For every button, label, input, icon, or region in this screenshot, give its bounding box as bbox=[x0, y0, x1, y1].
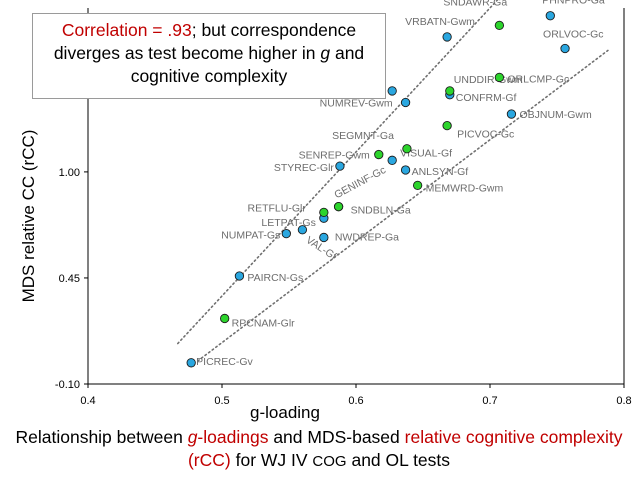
data-point-picrec-gv bbox=[186, 358, 196, 368]
caption-g: g bbox=[187, 427, 198, 447]
trend-line bbox=[176, 0, 499, 345]
data-point-numpat-gs bbox=[281, 228, 291, 239]
point-label: PHNPRO-Ga bbox=[542, 0, 605, 7]
point-label: RPCNAM-Glr bbox=[232, 317, 295, 329]
y-tick-label: 1.00 bbox=[59, 167, 80, 179]
callout-text-1: ; but correspondence diverges as test be… bbox=[53, 20, 357, 63]
data-point-sndbln-ga bbox=[333, 201, 344, 212]
point-label: PICREC-Gv bbox=[196, 356, 253, 368]
caption-text-4: and OL tests bbox=[346, 450, 451, 470]
point-label: NWDREP-Ga bbox=[335, 231, 399, 243]
x-tick-label: 0.5 bbox=[214, 395, 229, 407]
point-label: STYREC-Glr bbox=[274, 162, 335, 174]
data-point-phnpro-ga bbox=[545, 11, 555, 21]
x-tick-label: 0.4 bbox=[80, 395, 95, 407]
caption-text-1: Relationship between bbox=[15, 427, 188, 447]
x-tick-label: 0.7 bbox=[482, 395, 497, 407]
point-label: UNDDIR-Gwm bbox=[454, 74, 523, 86]
point-label: SENREP-Gwm bbox=[299, 150, 370, 162]
data-point-objnum-gwm bbox=[506, 109, 517, 119]
data-point-retflu-glr bbox=[319, 207, 329, 218]
data-point-segmnt-ga bbox=[402, 144, 412, 154]
point-label: SNDAWR-Ga bbox=[443, 0, 507, 8]
point-label: NUMPAT-Gs bbox=[221, 230, 280, 242]
data-point-orlvoc-gc bbox=[560, 43, 570, 54]
point-label: LETPAT-Gs bbox=[261, 217, 315, 229]
point-label: VRBATN-Gwm bbox=[405, 16, 475, 28]
caption-text-2: and MDS-based bbox=[268, 427, 405, 447]
data-point-numser-gf bbox=[387, 86, 397, 96]
x-tick-label: 0.8 bbox=[616, 395, 631, 407]
caption-g-loadings: -loadings bbox=[197, 427, 269, 447]
data-point-styrec-glr bbox=[335, 161, 345, 171]
caption-cog: COG bbox=[312, 453, 347, 470]
caption-text-3: for WJ IV bbox=[230, 450, 313, 470]
correlation-value: Correlation = .93 bbox=[61, 20, 192, 40]
data-point-memwrd-gwm bbox=[412, 180, 423, 191]
point-label: PICVOC-Gc bbox=[457, 129, 514, 141]
point-label: ORLCMP-Gc bbox=[507, 73, 569, 85]
y-axis-title: MDS relative CC (rCC) bbox=[19, 130, 38, 303]
data-point-paircn-gs bbox=[234, 271, 245, 281]
trend-line bbox=[197, 49, 609, 362]
data-point-visual-gf bbox=[387, 155, 397, 165]
caption-rcc: relative cognitive complexity (rCC) bbox=[187, 427, 623, 470]
data-point-anlsyn-gf bbox=[400, 165, 411, 175]
point-label: SEGMNT-Ga bbox=[332, 130, 394, 142]
callout-g: g bbox=[320, 43, 331, 63]
point-label: SNDBLN-Ga bbox=[351, 205, 411, 217]
data-point-val-gf bbox=[297, 225, 308, 235]
data-point-nwdrep-ga bbox=[319, 232, 329, 243]
tick-labels: 0.40.50.60.70.8-0.100.451.001.55 bbox=[55, 61, 632, 407]
y-tick-label: 0.45 bbox=[59, 273, 80, 285]
point-label: RETFLU-Glr bbox=[247, 202, 306, 214]
data-point-sndawr-ga bbox=[494, 20, 505, 31]
data-point-numrev-gwm bbox=[400, 97, 411, 108]
trend-lines bbox=[176, 0, 609, 362]
point-label: ORLVOC-Gc bbox=[543, 28, 603, 40]
x-tick-label: 0.6 bbox=[348, 395, 363, 407]
data-point-unddir-gwm bbox=[445, 86, 455, 96]
point-label: OBJNUM-Gwm bbox=[519, 109, 592, 121]
point-label: VISUAL-Gf bbox=[400, 147, 452, 159]
data-point-picvoc-gc bbox=[442, 120, 452, 131]
y-tick-label: -0.10 bbox=[55, 379, 80, 391]
data-point-vrbatn-gwm bbox=[442, 32, 452, 42]
callout-text-2: and cognitive complexity bbox=[130, 43, 365, 86]
correlation-callout: Correlation = .93; but correspondence di… bbox=[32, 13, 386, 99]
point-label: MEMWRD-Gwm bbox=[426, 182, 504, 194]
data-points bbox=[186, 11, 570, 368]
point-label: NUMREV-Gwm bbox=[320, 97, 393, 109]
data-point-orlcmp-gc bbox=[494, 72, 505, 83]
point-label: ANLSYN-Gf bbox=[412, 166, 469, 178]
data-point-rpcnam-glr bbox=[220, 313, 230, 324]
point-labels: PHNPRO-GaVRBATN-GwmORLVOC-GcNUMSER-GfCON… bbox=[196, 0, 605, 368]
point-label: CONFRM-Gf bbox=[456, 92, 517, 104]
data-point-senrep-gwm bbox=[374, 149, 384, 160]
point-label: PAIRCN-Gs bbox=[247, 272, 303, 284]
x-axis-title: g-loading bbox=[250, 403, 320, 422]
figure-caption: Relationship between g-loadings and MDS-… bbox=[0, 426, 638, 473]
